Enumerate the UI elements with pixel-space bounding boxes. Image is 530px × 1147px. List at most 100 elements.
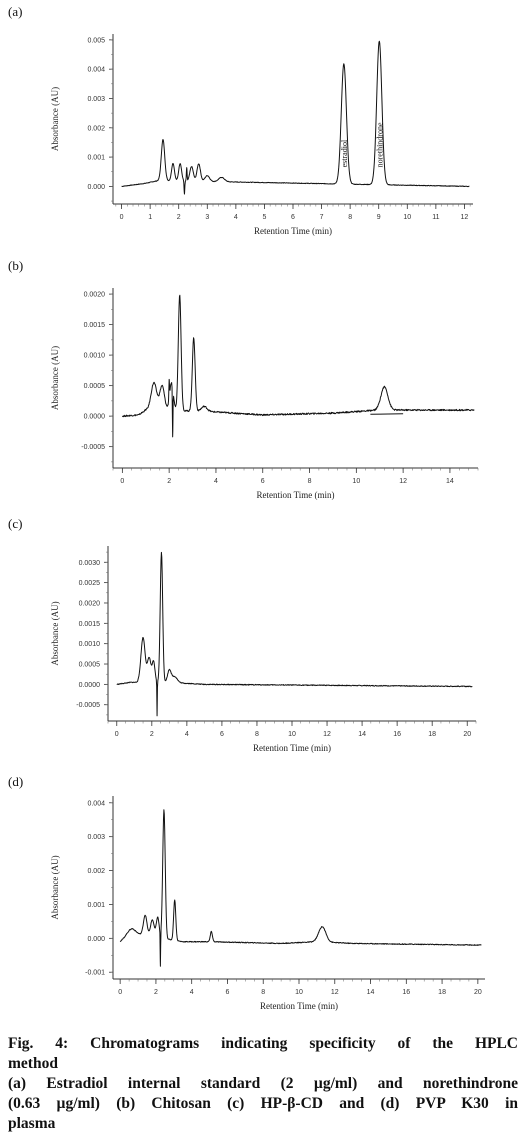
caption-line-3: (a) Estradiol internal standard (2 µg/ml…: [8, 1075, 518, 1092]
y-tick-label: 0.0010: [84, 353, 106, 360]
y-tick-label: -0.001: [85, 970, 105, 977]
x-tick-label: 4: [185, 731, 189, 738]
chart-panel-b: (b) 0 2 4 6 8 10 12 14 -0.0005 0.0000 0.0005 0.0010…: [0, 258, 530, 513]
y-tick-label: 0.0010: [79, 641, 101, 648]
x-tick-label: 10: [403, 214, 411, 221]
chart-panel-d: (d) 0 2 4 6 8 10 12 14 16 18 20 -0.001 0.000 0.001 0.0…: [0, 774, 530, 1029]
y-tick-label: -0.0005: [76, 702, 100, 709]
x-tick-label: 0: [118, 989, 122, 996]
y-tick-label: 0.0025: [79, 580, 101, 587]
x-tick-label: 0: [120, 214, 124, 221]
y-tick-label: 0.000: [87, 936, 105, 943]
y-tick-label: 0.0020: [79, 600, 101, 607]
chromatogram-trace: [119, 809, 482, 967]
y-axis-title: Absorbance (AU): [50, 601, 60, 665]
panel-label-b: (b): [8, 258, 24, 273]
x-tick-label: 1: [148, 214, 152, 221]
x-tick-label: 2: [177, 214, 181, 221]
y-axis-title: Absorbance (AU): [50, 87, 60, 151]
x-tick-label: 16: [402, 989, 410, 996]
y-tick-label: 0.0020: [84, 292, 106, 299]
x-axis-title: Retention Time (min): [253, 743, 331, 753]
caption-line-1: Fig. 4: Chromatograms indicating specifi…: [8, 1035, 518, 1052]
x-tick-label: 11: [432, 214, 439, 221]
chart-d-svg: 0 2 4 6 8 10 12 14 16 18 20 -0.001 0.000 0.001 0.002 0.…: [50, 796, 485, 1011]
x-tick-label: 4: [190, 989, 194, 996]
x-tick-label: 18: [438, 989, 446, 996]
x-tick-label: 4: [214, 478, 218, 485]
x-axis-title: Retention Time (min): [254, 226, 332, 236]
x-tick-label: 8: [308, 478, 312, 485]
x-tick-label: 0: [120, 478, 124, 485]
x-tick-label: 14: [358, 731, 366, 738]
y-tick-label: 0.005: [87, 37, 105, 44]
x-tick-label: 14: [446, 478, 454, 485]
x-tick-label: 6: [291, 214, 295, 221]
x-tick-label: 20: [474, 989, 482, 996]
x-tick-label: 18: [428, 731, 436, 738]
y-tick-label: 0.003: [87, 834, 105, 841]
x-tick-label: 12: [399, 478, 407, 485]
x-tick-label: 20: [463, 731, 471, 738]
peak-label: norethindrone: [375, 122, 384, 167]
chart-panel-c: (c) 0 2 4 6 8 10 12 14 16 18 20 -0.0005 0.0000 0.0005…: [0, 516, 530, 771]
y-tick-label: 0.001: [87, 902, 105, 909]
x-tick-label: 10: [295, 989, 303, 996]
chromatogram-trace: [121, 294, 475, 438]
y-axis-title: Absorbance (AU): [50, 346, 60, 410]
x-tick-label: 14: [367, 989, 375, 996]
x-tick-label: 6: [226, 989, 230, 996]
y-tick-label: 0.0015: [79, 621, 101, 628]
y-tick-label: 0.002: [87, 125, 105, 132]
x-tick-label: 12: [323, 731, 331, 738]
peak-baseline-marker: [370, 413, 404, 415]
y-tick-label: 0.0000: [79, 682, 101, 689]
chart-panel-a: (a) 0 1 2 3 4 5 6 7 8 9 10 11 12 0.000 0.001 0.002 0.003…: [0, 4, 530, 254]
y-tick-label: 0.004: [87, 800, 105, 807]
panel-label-c: (c): [8, 516, 23, 531]
x-tick-label: 7: [320, 214, 324, 221]
caption-line-2: method: [8, 1055, 58, 1072]
chart-b-svg: 0 2 4 6 8 10 12 14 -0.0005 0.0000 0.0005 0.0010 0.00…: [50, 288, 479, 500]
x-tick-label: 2: [150, 731, 154, 738]
y-tick-label: 0.0005: [84, 383, 106, 390]
y-tick-label: 0.0005: [79, 662, 101, 669]
x-tick-label: 8: [255, 731, 259, 738]
x-tick-label: 6: [261, 478, 265, 485]
x-tick-label: 3: [205, 214, 209, 221]
y-tick-label: 0.0015: [84, 322, 106, 329]
chart-c-svg: 0 2 4 6 8 10 12 14 16 18 20 -0.0005 0.0000 0.0005 0.00…: [50, 546, 477, 753]
x-tick-label: 12: [461, 214, 469, 221]
chart-a-svg: 0 1 2 3 4 5 6 7 8 9 10 11 120.0000.0010.0020.0030.00…: [50, 34, 473, 236]
caption-line-5: plasma: [8, 1115, 56, 1132]
panel-label-d: (d): [8, 774, 24, 789]
x-tick-label: 10: [288, 731, 296, 738]
chromatogram-trace: [116, 551, 473, 717]
x-tick-label: 8: [348, 214, 352, 221]
x-tick-label: 9: [377, 214, 381, 221]
x-tick-label: 2: [167, 478, 171, 485]
y-tick-label: 0.000: [87, 184, 105, 191]
caption-line-4: (0.63 µg/ml) (b) Chitosan (c) HP-β-CD an…: [8, 1095, 518, 1112]
x-tick-label: 2: [154, 989, 158, 996]
x-tick-label: 0: [115, 731, 119, 738]
y-tick-label: 0.001: [87, 155, 105, 162]
x-tick-label: 8: [261, 989, 265, 996]
figure-caption: Fig. 4: Chromatograms indicating specifi…: [8, 1034, 518, 1134]
y-tick-label: 0.002: [87, 868, 105, 875]
y-tick-label: -0.0005: [81, 444, 105, 451]
y-tick-label: 0.003: [87, 96, 105, 103]
x-tick-label: 12: [331, 989, 339, 996]
y-tick-label: 0.004: [87, 67, 105, 74]
y-tick-label: 0.0000: [84, 414, 106, 421]
x-tick-label: 5: [262, 214, 266, 221]
y-tick-label: 0.0030: [79, 560, 101, 567]
x-tick-label: 16: [393, 731, 401, 738]
panel-label-a: (a): [8, 4, 23, 19]
chromatogram-trace: [121, 40, 470, 195]
x-axis-title: Retention Time (min): [256, 490, 334, 500]
x-tick-label: 10: [352, 478, 360, 485]
x-tick-label: 4: [234, 214, 238, 221]
x-tick-label: 6: [220, 731, 224, 738]
peak-label: estradiol: [340, 139, 349, 167]
